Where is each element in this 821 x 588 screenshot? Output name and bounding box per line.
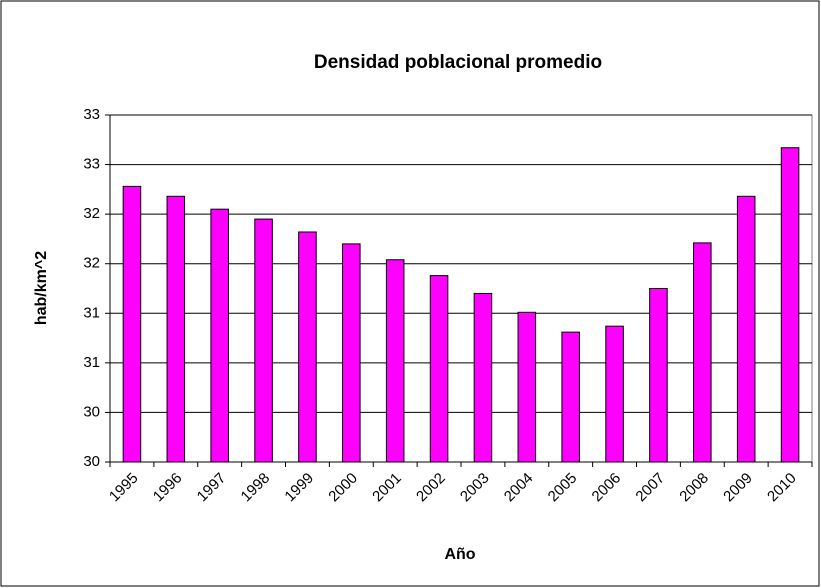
y-axis-label: hab/km^2 xyxy=(33,251,50,325)
bar xyxy=(649,288,668,463)
bar xyxy=(780,147,800,463)
y-tick-label: 32 xyxy=(83,255,100,272)
bar xyxy=(342,243,361,463)
y-tick-label: 31 xyxy=(83,354,100,371)
bar xyxy=(517,311,537,463)
y-tick-label: 33 xyxy=(83,106,100,123)
bar xyxy=(210,208,229,463)
y-tick-label: 33 xyxy=(83,156,100,173)
y-tick-label: 30 xyxy=(83,403,100,420)
bar xyxy=(298,231,317,463)
bar xyxy=(254,218,273,463)
bar xyxy=(429,275,449,463)
bar xyxy=(561,331,580,463)
x-axis-label: Año xyxy=(444,546,475,563)
bar xyxy=(605,325,624,463)
y-tick-label: 30 xyxy=(83,453,100,470)
y-tick-label: 31 xyxy=(83,304,100,321)
bar xyxy=(473,292,493,463)
bar xyxy=(736,195,756,463)
bar xyxy=(122,185,142,463)
bar xyxy=(166,195,186,463)
y-tick-label: 32 xyxy=(83,205,100,222)
chart-title: Densidad poblacional promedio xyxy=(314,52,602,73)
bar xyxy=(693,242,712,463)
bar xyxy=(385,259,405,463)
